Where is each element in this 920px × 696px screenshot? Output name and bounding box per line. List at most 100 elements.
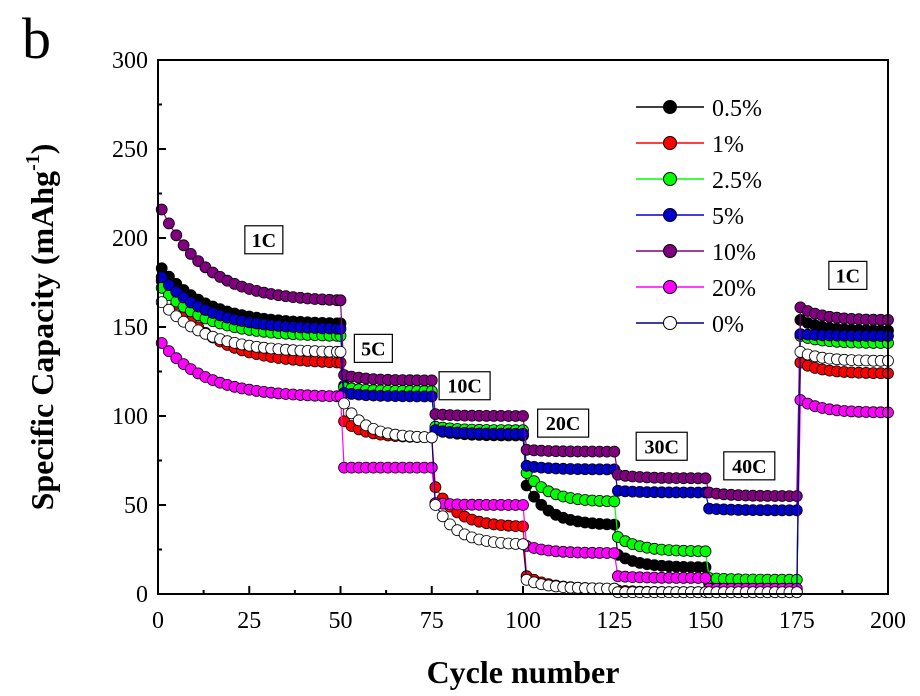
data-point bbox=[334, 294, 347, 307]
legend-entry: 5% bbox=[636, 204, 744, 230]
data-point bbox=[608, 547, 621, 559]
series-10% bbox=[155, 203, 894, 503]
data-point bbox=[790, 490, 803, 503]
y-axis-title-sup: -1 bbox=[22, 154, 44, 171]
rate-label-box bbox=[353, 333, 393, 363]
data-point bbox=[608, 445, 621, 458]
x-tick-label: 50 bbox=[329, 608, 353, 634]
y-axis-title-close: ) bbox=[24, 144, 60, 155]
rate-label-box bbox=[828, 260, 868, 290]
data-point bbox=[699, 572, 712, 584]
y-tick-label: 250 bbox=[112, 137, 148, 163]
rate-label-text: 10C bbox=[447, 376, 481, 398]
legend-entry: 10% bbox=[636, 240, 756, 266]
y-axis-title: Specific Capacity (mAhg-1) bbox=[22, 144, 60, 511]
legend-marker bbox=[663, 100, 677, 114]
rate-label-box bbox=[537, 408, 590, 438]
data-point bbox=[528, 490, 540, 503]
legend-marker bbox=[663, 172, 677, 186]
data-point bbox=[699, 561, 712, 574]
legend-label: 0.5% bbox=[712, 96, 762, 122]
data-point bbox=[517, 427, 529, 440]
plot-frame bbox=[157, 59, 889, 595]
x-tick-label: 75 bbox=[420, 608, 444, 634]
legend-label: 0% bbox=[712, 312, 744, 338]
data-point bbox=[790, 586, 803, 599]
y-tick-label: 150 bbox=[112, 315, 148, 341]
rate-label: 1C bbox=[828, 260, 868, 290]
data-point bbox=[425, 461, 438, 474]
x-tick-label: 100 bbox=[505, 608, 541, 634]
legend-entry: 20% bbox=[636, 276, 756, 302]
legend-label: 10% bbox=[712, 240, 756, 266]
legend-label: 20% bbox=[712, 276, 756, 302]
data-point bbox=[334, 322, 347, 335]
rate-label-box bbox=[438, 371, 491, 401]
x-tick-label: 25 bbox=[237, 608, 261, 634]
rate-label-text: 5C bbox=[361, 338, 385, 360]
legend-marker bbox=[663, 136, 677, 150]
series-20% bbox=[155, 337, 894, 595]
legend-label: 5% bbox=[712, 204, 744, 230]
legend-label: 1% bbox=[712, 132, 744, 158]
legend-label: 2.5% bbox=[712, 168, 762, 194]
series-5% bbox=[155, 271, 894, 517]
y-tick-label: 200 bbox=[112, 226, 148, 252]
data-point bbox=[517, 538, 529, 551]
data-point bbox=[608, 518, 621, 531]
rate-label-box bbox=[244, 225, 284, 255]
data-point bbox=[517, 410, 529, 422]
data-point bbox=[162, 345, 175, 358]
data-point bbox=[790, 504, 803, 517]
y-tick-label: 100 bbox=[112, 404, 148, 430]
x-tick-label: 150 bbox=[688, 608, 724, 634]
x-tick-label: 125 bbox=[596, 608, 632, 634]
data-point bbox=[425, 390, 438, 403]
data-point bbox=[162, 303, 175, 316]
rate-label: 1C bbox=[244, 225, 284, 255]
data-point bbox=[170, 229, 183, 242]
rate-label-text: 1C bbox=[836, 265, 860, 287]
rate-label-text: 40C bbox=[732, 456, 766, 478]
rate-label-text: 30C bbox=[644, 436, 678, 458]
data-point bbox=[345, 407, 358, 420]
panel-label: b bbox=[22, 6, 51, 71]
x-tick-label: 200 bbox=[870, 608, 906, 634]
data-point bbox=[429, 481, 442, 494]
data-point bbox=[425, 374, 438, 387]
x-axis-title: Cycle number bbox=[427, 654, 620, 690]
rate-annotations: 1C 5C 10C 20C 30C 40C 1C bbox=[244, 225, 868, 481]
data-point bbox=[162, 217, 175, 230]
legend-entry: 0% bbox=[636, 312, 744, 338]
legend: 0.5% 1% 2.5% 5% 10% 20% 0% bbox=[636, 96, 762, 338]
data-point bbox=[184, 247, 197, 260]
rate-label: 40C bbox=[723, 451, 776, 481]
data-point bbox=[177, 239, 190, 252]
rate-label-text: 20C bbox=[546, 413, 580, 435]
rate-label-box bbox=[723, 451, 776, 481]
data-point bbox=[699, 472, 712, 485]
data-point bbox=[162, 279, 175, 292]
y-tick-label: 0 bbox=[136, 582, 148, 608]
rate-label: 10C bbox=[438, 371, 491, 401]
legend-marker bbox=[663, 208, 677, 222]
y-tick-label: 300 bbox=[112, 48, 148, 74]
data-point bbox=[334, 345, 347, 358]
y-tick-label: 50 bbox=[124, 493, 148, 519]
legend-entry: 1% bbox=[636, 132, 744, 158]
data-point bbox=[517, 520, 529, 533]
legend-marker bbox=[663, 280, 677, 294]
rate-label: 30C bbox=[635, 431, 688, 461]
legend-entry: 2.5% bbox=[636, 168, 762, 194]
data-point bbox=[338, 397, 351, 410]
legend-marker bbox=[663, 244, 677, 258]
y-axis-title-main: Specific Capacity (mAhg bbox=[24, 171, 60, 511]
data-point bbox=[608, 495, 621, 508]
data-point bbox=[425, 431, 438, 444]
legend-entry: 0.5% bbox=[636, 96, 762, 122]
data-point bbox=[436, 510, 449, 523]
data-point bbox=[699, 545, 712, 558]
series-0% bbox=[155, 296, 894, 599]
rate-label: 5C bbox=[353, 333, 393, 363]
